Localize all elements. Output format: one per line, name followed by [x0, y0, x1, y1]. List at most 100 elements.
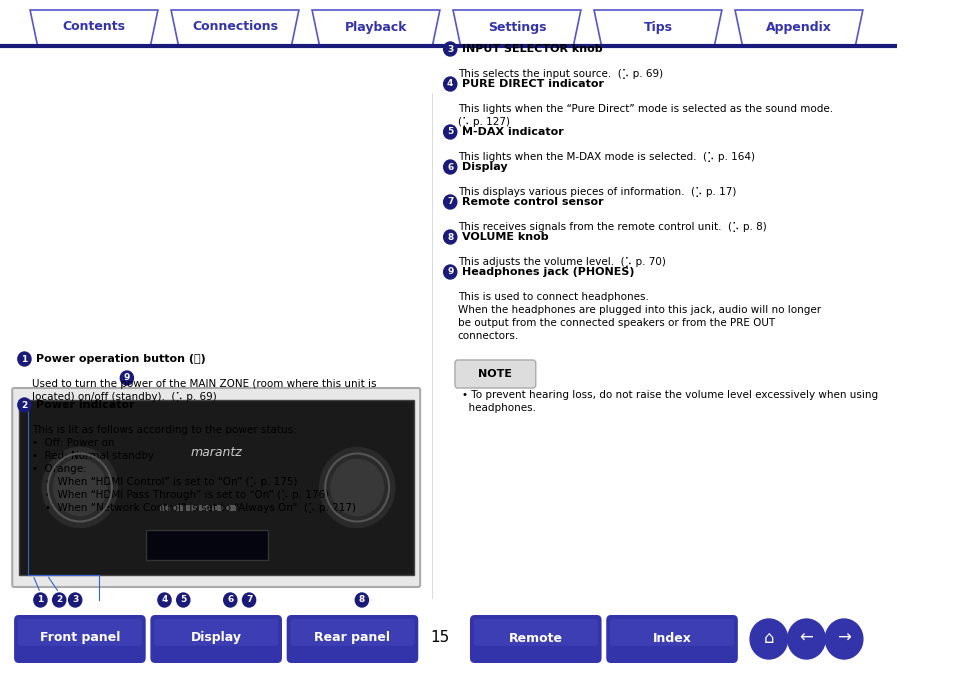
Text: connectors.: connectors.	[457, 331, 518, 341]
Text: •  When “Network Control” is set to “Always On”  (⡡ p. 217): • When “Network Control” is set to “Alwa…	[31, 503, 355, 513]
Circle shape	[443, 230, 456, 244]
Circle shape	[42, 448, 117, 528]
Text: This selects the input source.  (⡡ p. 69): This selects the input source. (⡡ p. 69)	[457, 69, 662, 79]
Text: NOTE: NOTE	[477, 369, 512, 379]
Text: VOLUME knob: VOLUME knob	[461, 232, 548, 242]
Text: • To prevent hearing loss, do not raise the volume level excessively when using: • To prevent hearing loss, do not raise …	[461, 390, 877, 400]
Text: 4: 4	[161, 596, 168, 604]
FancyBboxPatch shape	[14, 615, 146, 663]
Text: Contents: Contents	[63, 20, 126, 34]
Circle shape	[443, 125, 456, 139]
Text: This displays various pieces of information.  (⡡ p. 17): This displays various pieces of informat…	[457, 187, 736, 197]
FancyBboxPatch shape	[455, 360, 536, 388]
Text: Rear panel: Rear panel	[314, 631, 390, 645]
Text: 9: 9	[124, 374, 130, 382]
Circle shape	[223, 593, 236, 607]
Text: Tips: Tips	[642, 20, 672, 34]
FancyBboxPatch shape	[151, 615, 282, 663]
Text: PURE DIRECT indicator: PURE DIRECT indicator	[461, 79, 603, 89]
Circle shape	[33, 593, 47, 607]
Circle shape	[18, 398, 31, 412]
Text: Power indicator: Power indicator	[35, 400, 134, 410]
Text: M-DAX indicator: M-DAX indicator	[461, 127, 562, 137]
Text: This lights when the M-DAX mode is selected.  (⡡ p. 164): This lights when the M-DAX mode is selec…	[457, 152, 754, 162]
Circle shape	[69, 593, 82, 607]
Bar	[213, 505, 222, 510]
Text: This is lit as follows according to the power status:: This is lit as follows according to the …	[31, 425, 296, 435]
Polygon shape	[171, 10, 298, 46]
Text: Appendix: Appendix	[765, 20, 831, 34]
Text: •  Red: Normal standby: • Red: Normal standby	[31, 451, 154, 461]
Circle shape	[787, 619, 824, 659]
Text: 7: 7	[246, 596, 252, 604]
Bar	[19, 400, 414, 575]
FancyBboxPatch shape	[609, 619, 733, 646]
Text: When the headphones are plugged into this jack, audio will no longer: When the headphones are plugged into thi…	[457, 305, 820, 315]
Text: Index: Index	[652, 631, 691, 645]
Circle shape	[824, 619, 862, 659]
Circle shape	[242, 593, 255, 607]
Text: 1: 1	[21, 355, 28, 363]
Circle shape	[749, 619, 787, 659]
Text: Playback: Playback	[344, 20, 407, 34]
Text: 5: 5	[180, 596, 186, 604]
Polygon shape	[453, 10, 580, 46]
Text: ⌂: ⌂	[762, 629, 773, 647]
Circle shape	[443, 77, 456, 91]
Text: marantz: marantz	[190, 446, 242, 459]
Text: located) on/off (standby).  (⡡ p. 69): located) on/off (standby). (⡡ p. 69)	[31, 392, 216, 402]
Text: 9: 9	[447, 267, 453, 277]
Text: Used to turn the power of the MAIN ZONE (room where this unit is: Used to turn the power of the MAIN ZONE …	[31, 379, 376, 389]
Circle shape	[319, 448, 395, 528]
Text: Settings: Settings	[487, 20, 546, 34]
Circle shape	[176, 593, 190, 607]
Text: •  When “HDMI Pass Through” is set to “On” (⡡ p. 176): • When “HDMI Pass Through” is set to “On…	[31, 490, 329, 500]
Text: This adjusts the volume level.  (⡡ p. 70): This adjusts the volume level. (⡡ p. 70)	[457, 257, 665, 267]
Text: 8: 8	[447, 232, 453, 242]
Circle shape	[120, 371, 133, 385]
Text: •  Off: Power on: • Off: Power on	[31, 438, 114, 448]
Text: Front panel: Front panel	[40, 631, 120, 645]
Bar	[199, 505, 209, 510]
Text: →: →	[836, 629, 850, 647]
Text: 8: 8	[358, 596, 365, 604]
Text: 15: 15	[430, 631, 449, 645]
Text: Remote: Remote	[508, 631, 562, 645]
FancyBboxPatch shape	[154, 619, 278, 646]
Text: This lights when the “Pure Direct” mode is selected as the sound mode.: This lights when the “Pure Direct” mode …	[457, 104, 832, 114]
Circle shape	[158, 593, 171, 607]
Text: INPUT SELECTOR knob: INPUT SELECTOR knob	[461, 44, 601, 54]
Text: 7: 7	[447, 197, 453, 207]
Circle shape	[443, 195, 456, 209]
Text: (⡡ p. 127): (⡡ p. 127)	[457, 117, 509, 127]
Text: Display: Display	[191, 631, 241, 645]
Circle shape	[52, 593, 66, 607]
Text: 3: 3	[72, 596, 78, 604]
Text: 3: 3	[447, 44, 453, 53]
Bar	[225, 505, 234, 510]
Circle shape	[443, 42, 456, 56]
Text: headphones.: headphones.	[461, 403, 535, 413]
Circle shape	[443, 265, 456, 279]
Text: 6: 6	[447, 162, 453, 172]
Bar	[159, 505, 169, 510]
Text: This is used to connect headphones.: This is used to connect headphones.	[457, 292, 648, 302]
Text: Power operation button (⏻): Power operation button (⏻)	[35, 354, 205, 364]
Text: •  Orange:: • Orange:	[31, 464, 87, 474]
Polygon shape	[594, 10, 721, 46]
Text: Display: Display	[461, 162, 507, 172]
Polygon shape	[30, 10, 158, 46]
Text: This receives signals from the remote control unit.  (⡡ p. 8): This receives signals from the remote co…	[457, 222, 765, 232]
Circle shape	[18, 352, 31, 366]
FancyBboxPatch shape	[605, 615, 737, 663]
FancyBboxPatch shape	[287, 615, 417, 663]
FancyBboxPatch shape	[18, 619, 142, 646]
Text: 4: 4	[447, 79, 453, 89]
Text: 2: 2	[56, 596, 62, 604]
FancyBboxPatch shape	[474, 619, 598, 646]
Text: ←: ←	[799, 629, 813, 647]
FancyBboxPatch shape	[470, 615, 601, 663]
Text: Connections: Connections	[192, 20, 277, 34]
FancyBboxPatch shape	[290, 619, 414, 646]
Text: 6: 6	[227, 596, 233, 604]
